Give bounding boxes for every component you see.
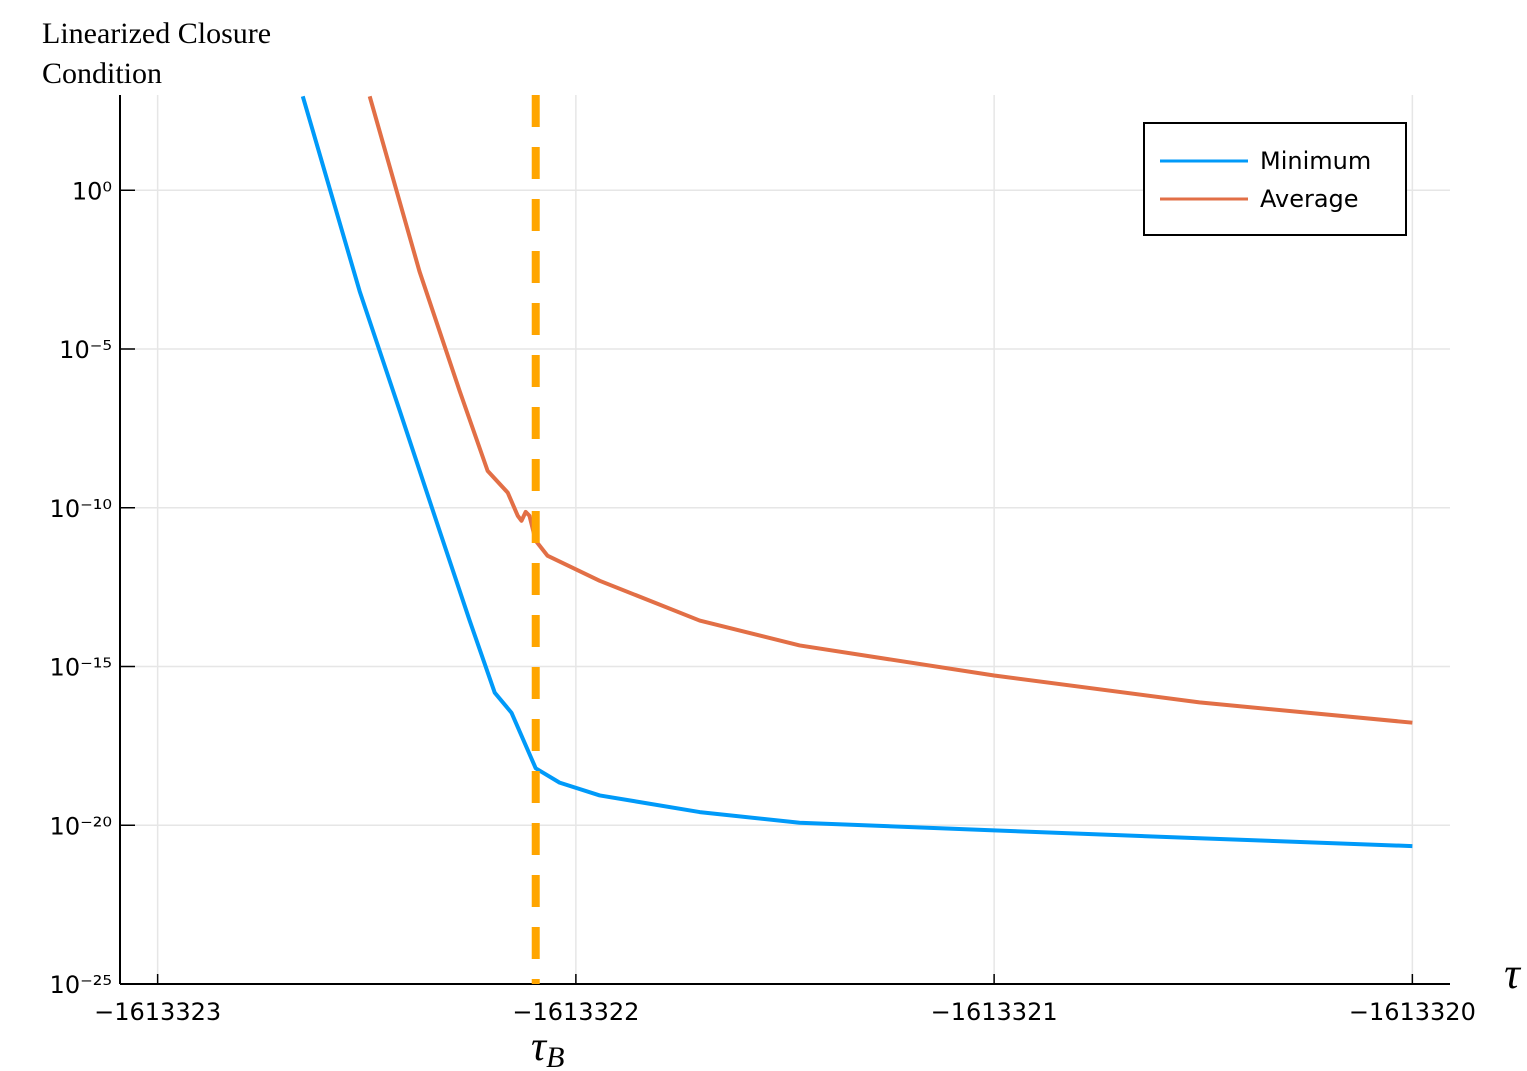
x-tick-label: −1613320 [1349,998,1476,1026]
y-tick-label: 10⁻²⁰ [50,812,112,840]
legend-label: Minimum [1260,147,1371,175]
y-tick-label: 10⁰ [72,177,112,205]
y-tick-label: 10⁻¹⁵ [50,654,112,682]
x-axis-label: τ [1504,949,1522,998]
marker-label-main: τ [531,1024,548,1070]
x-tick-label: −1613323 [94,998,221,1026]
y-tick-label: 10⁻⁵ [59,336,112,364]
y-tick-label: 10⁻¹⁰ [50,495,112,523]
marker-label: τB [531,1024,564,1071]
y-tick-label: 10⁻²⁵ [50,971,112,999]
legend-box [1143,122,1407,236]
chart-title: Linearized Closure Condition [42,17,272,90]
marker-label-sub: B [546,1041,564,1071]
x-tick-label: −1613322 [512,998,639,1026]
x-tick-label: −1613321 [931,998,1058,1026]
legend-label: Average [1260,185,1359,213]
line [300,95,1413,849]
line [367,95,1413,725]
